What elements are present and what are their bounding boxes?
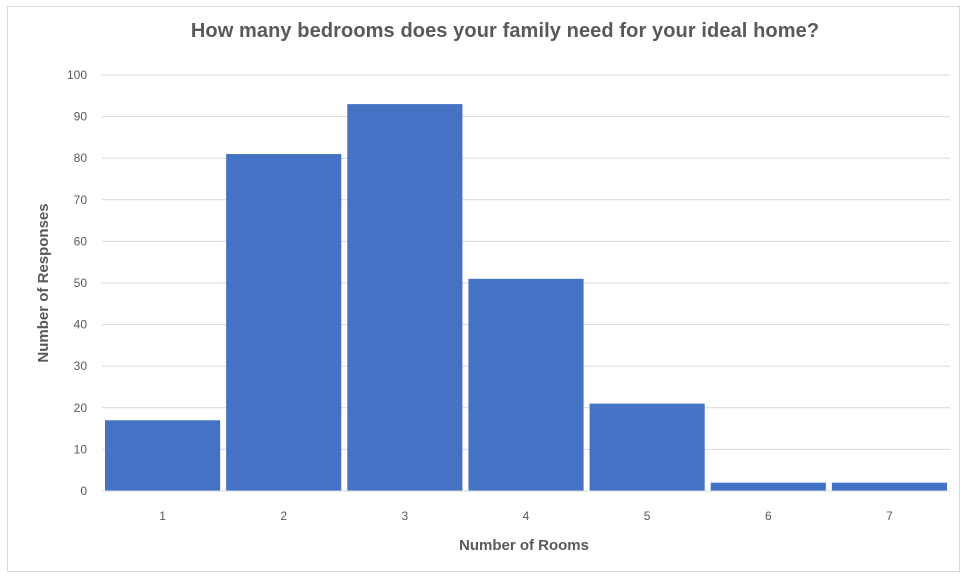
y-tick-label: 90 bbox=[74, 110, 88, 124]
y-tick-label: 100 bbox=[67, 68, 87, 82]
bar-6 bbox=[710, 482, 826, 491]
x-tick-label: 5 bbox=[644, 509, 651, 523]
x-tick-label: 4 bbox=[523, 509, 530, 523]
bar-3 bbox=[347, 104, 463, 492]
bars bbox=[105, 104, 947, 492]
bar-2 bbox=[226, 154, 342, 492]
x-tick-label: 1 bbox=[159, 509, 166, 523]
y-axis-title: Number of Responses bbox=[35, 203, 52, 362]
y-tick-label: 80 bbox=[74, 151, 88, 165]
x-axis-title: Number of Rooms bbox=[459, 537, 589, 554]
y-tick-label: 40 bbox=[74, 318, 88, 332]
x-tick-label: 7 bbox=[886, 509, 893, 523]
bar-7 bbox=[831, 482, 947, 491]
bar-5 bbox=[589, 403, 705, 491]
y-tick-label: 30 bbox=[74, 359, 88, 373]
x-tick-label: 6 bbox=[765, 509, 772, 523]
x-tick-label: 2 bbox=[280, 509, 287, 523]
y-tick-label: 0 bbox=[80, 484, 87, 498]
bar-1 bbox=[105, 420, 221, 491]
y-axis-ticks: 0 10 20 30 40 50 60 70 80 90 100 bbox=[67, 68, 87, 498]
chart-title: How many bedrooms does your family need … bbox=[190, 20, 820, 42]
y-tick-label: 10 bbox=[74, 442, 88, 456]
y-tick-label: 20 bbox=[74, 401, 88, 415]
y-tick-label: 50 bbox=[74, 276, 88, 290]
y-tick-label: 70 bbox=[74, 193, 88, 207]
bar-4 bbox=[468, 278, 584, 491]
y-tick-label: 60 bbox=[74, 234, 88, 248]
x-axis-ticks: 1 2 3 4 5 6 7 bbox=[159, 509, 893, 523]
x-tick-label: 3 bbox=[402, 509, 409, 523]
